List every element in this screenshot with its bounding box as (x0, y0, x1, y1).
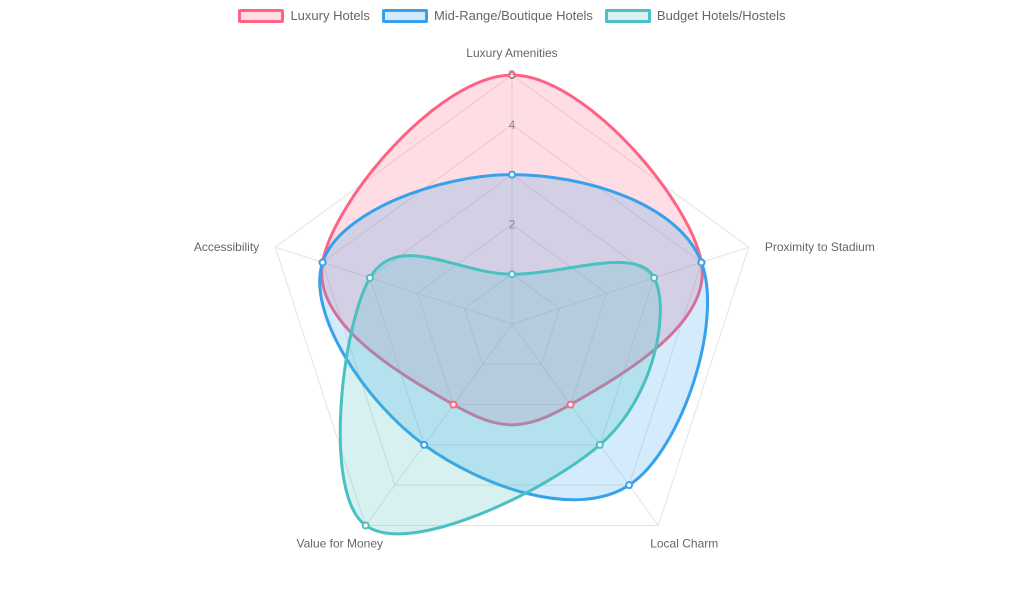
grid-ring-4 (321, 124, 703, 486)
axis-label-value-for-money: Value for Money (297, 536, 384, 550)
legend-item-luxury-hotels[interactable]: Luxury Hotels (238, 8, 370, 23)
radar-labels: 2 4 5 Luxury Amenities Proximity to Stadium L… (194, 46, 875, 550)
legend-swatch-budget-hotels-hostels (604, 8, 651, 23)
tick-label-5: 5 (509, 68, 516, 82)
data-point-budget-hotels-hostels-value-for-money[interactable] (361, 521, 370, 530)
data-point-mid-range-boutique-hotels-luxury-amenities[interactable] (508, 170, 516, 179)
tick-label-4: 4 (509, 118, 516, 132)
axis-label-accessibility: Accessibility (194, 240, 259, 254)
axis-spoke-value-for-money (365, 323, 513, 526)
legend-label-mid-range-boutique-hotels: Mid-Range/Boutique Hotels (433, 8, 593, 23)
data-point-luxury-hotels-luxury-amenities[interactable] (508, 71, 516, 79)
legend-label-luxury-hotels: Luxury Hotels (290, 8, 370, 23)
axis-spoke-local-charm (511, 323, 659, 526)
legend-item-budget-hotels-hostels[interactable]: Budget Hotels/Hostels (604, 8, 786, 23)
data-point-luxury-hotels-value-for-money[interactable] (449, 400, 458, 409)
axis-label-proximity-to-stadium: Proximity to Stadium (765, 240, 875, 254)
grid-ring-1 (464, 273, 560, 365)
grid-ring-2 (416, 223, 608, 406)
axis-spoke-proximity-to-stadium (511, 246, 749, 325)
legend-swatch-mid-range-boutique-hotels (381, 8, 428, 23)
grid-ring-5 (274, 74, 750, 526)
radar-grid (274, 74, 750, 526)
axis-spoke-accessibility (275, 246, 513, 325)
axis-label-luxury-amenities: Luxury Amenities (466, 46, 557, 60)
series-area-luxury-hotels[interactable] (320, 73, 704, 427)
data-point-luxury-hotels-local-charm[interactable] (566, 400, 575, 409)
legend-item-mid-range-boutique-hotels[interactable]: Mid-Range/Boutique Hotels (381, 8, 593, 23)
data-point-budget-hotels-hostels-accessibility[interactable] (365, 273, 374, 282)
data-point-mid-range-boutique-hotels-value-for-money[interactable] (420, 440, 429, 449)
tick-label-2: 2 (509, 217, 516, 231)
radar-series (318, 71, 710, 536)
data-point-mid-range-boutique-hotels-proximity-to-stadium[interactable] (697, 258, 706, 267)
grid-ring-3 (369, 173, 655, 446)
data-point-budget-hotels-hostels-proximity-to-stadium[interactable] (650, 273, 659, 282)
data-point-mid-range-boutique-hotels-accessibility[interactable] (318, 258, 327, 267)
data-point-mid-range-boutique-hotels-local-charm[interactable] (625, 481, 634, 490)
data-point-budget-hotels-hostels-local-charm[interactable] (595, 440, 604, 449)
legend-label-budget-hotels-hostels: Budget Hotels/Hostels (656, 8, 786, 23)
chart-legend: Luxury Hotels Mid-Range/Boutique Hotels … (0, 8, 1024, 23)
legend-swatch-luxury-hotels (238, 8, 285, 23)
axis-label-local-charm: Local Charm (650, 536, 718, 550)
data-point-budget-hotels-hostels-luxury-amenities[interactable] (508, 270, 516, 279)
